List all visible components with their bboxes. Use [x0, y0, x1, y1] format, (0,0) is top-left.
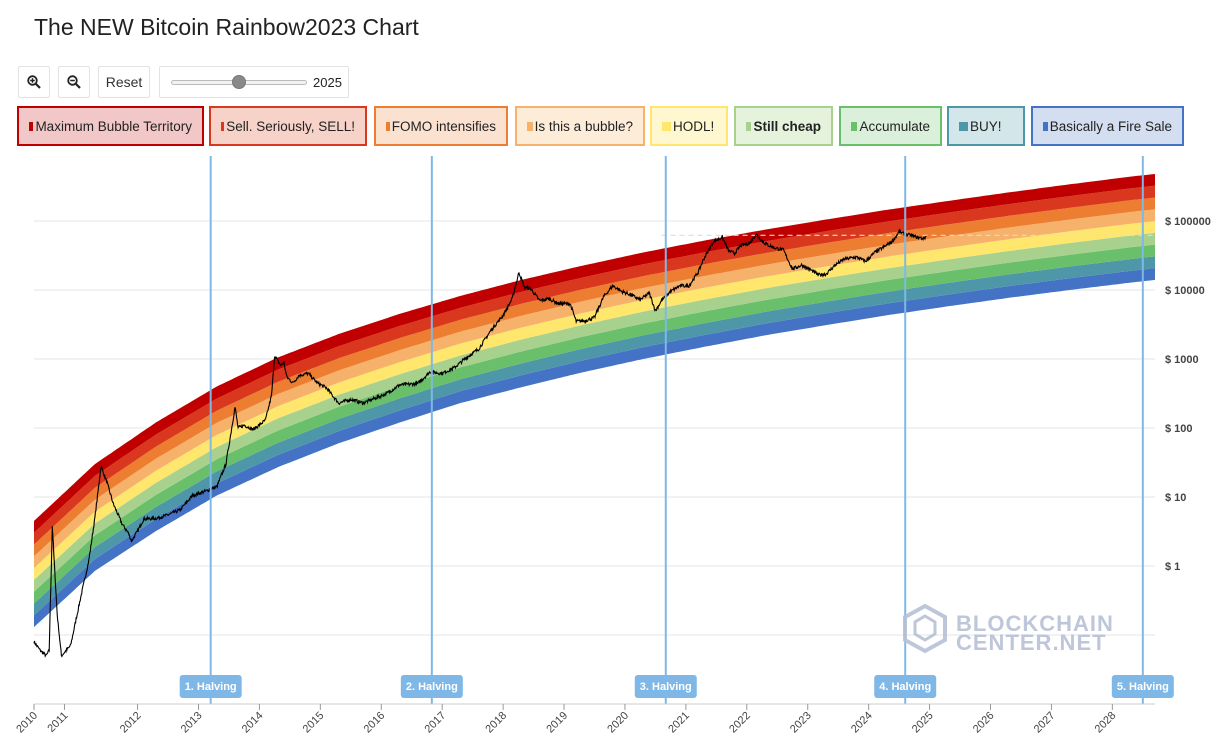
price-line [33, 228, 927, 658]
x-tick-label: 2014 [240, 710, 266, 736]
y-axis: $ 1 $ 10 $ 100 $ 1000 $ 10000 $ 100000 [1165, 216, 1211, 573]
y-tick-label: $ 1 [1165, 561, 1180, 573]
x-tick-label: 2017 [423, 710, 449, 736]
watermark-logo: BLOCKCHAIN CENTER.NET [903, 603, 1114, 655]
year-slider-value: 2025 [313, 75, 342, 90]
halving-label: 2. Halving [406, 681, 458, 693]
legend-swatch [746, 121, 752, 131]
legend-swatch [527, 121, 533, 131]
legend-label: Accumulate [859, 118, 930, 134]
year-slider-control: 2025 [159, 66, 349, 98]
price-series [33, 228, 927, 658]
legend-label: HODL! [673, 118, 715, 134]
zoom-in-button[interactable] [18, 66, 50, 98]
reset-button[interactable]: Reset [98, 66, 150, 98]
x-tick-label: 2023 [788, 710, 814, 736]
y-tick-label: $ 100000 [1165, 216, 1211, 228]
halving-label: 4. Halving [879, 681, 931, 693]
legend-label: FOMO intensifies [391, 118, 496, 134]
halving-label-bg [1111, 675, 1174, 698]
halving-label: 1. Halving [185, 681, 237, 693]
watermark-line2: CENTER.NET [956, 630, 1107, 655]
zoom-in-icon [27, 75, 41, 89]
rainbow-bands [34, 174, 1155, 628]
x-tick-label: 2010 [14, 710, 40, 736]
halving-label: 5. Halving [1117, 681, 1169, 693]
legend-swatch [1043, 121, 1048, 131]
legend-item[interactable]: HODL! [650, 106, 728, 146]
legend-label: Still cheap [753, 118, 821, 134]
legend-item[interactable]: Basically a Fire Sale [1031, 106, 1184, 146]
x-tick-label: 2013 [179, 710, 205, 736]
halving-label-bg [874, 675, 937, 698]
y-tick-label: $ 10000 [1165, 285, 1205, 297]
legend-item[interactable]: Is this a bubble? [515, 106, 645, 146]
x-axis: 2010 2011 2012 2013 2014 2015 2016 2017 2018 2019… [14, 703, 1155, 736]
x-tick-label: 2015 [301, 710, 327, 736]
zoom-out-icon [67, 75, 81, 89]
legend-item[interactable]: Still cheap [734, 106, 833, 146]
x-tick-label: 2018 [483, 710, 509, 736]
y-tick-label: $ 10 [1165, 492, 1186, 504]
halving-label-bg [400, 675, 463, 698]
watermark-line1: BLOCKCHAIN [956, 611, 1114, 636]
legend-label: BUY! [970, 118, 1002, 134]
year-slider-thumb[interactable] [232, 75, 246, 89]
legend-label: Sell. Seriously, SELL! [226, 118, 355, 134]
legend-label: Basically a Fire Sale [1049, 118, 1172, 134]
legend-swatch [959, 121, 968, 131]
legend-item[interactable]: FOMO intensifies [374, 106, 508, 146]
legend-label: Is this a bubble? [534, 118, 633, 134]
page-title: The NEW Bitcoin Rainbow2023 Chart [34, 14, 419, 40]
legend-swatch [386, 121, 390, 131]
x-tick-label: 2020 [605, 710, 631, 736]
x-tick-label: 2026 [971, 710, 997, 736]
halving-label-bg [634, 675, 697, 698]
legend-item[interactable]: BUY! [947, 106, 1025, 146]
x-tick-label: 2011 [45, 710, 70, 735]
legend-swatch [662, 121, 671, 131]
x-tick-label: 2027 [1032, 710, 1058, 736]
rainbow-chart: 1. Halving 2. Halving 3. Halving 4. Halving… [14, 156, 1211, 736]
x-tick-label: 2021 [666, 710, 692, 736]
legend-item[interactable]: Accumulate [839, 106, 942, 146]
halving-label-bg [179, 675, 242, 698]
legend-item[interactable]: Maximum Bubble Territory [17, 106, 204, 146]
legend-swatch [851, 121, 858, 131]
x-tick-label: 2019 [544, 710, 570, 736]
legend-item[interactable]: Sell. Seriously, SELL! [209, 106, 367, 146]
legend-swatch [29, 121, 34, 131]
x-tick-label: 2028 [1093, 710, 1119, 736]
x-tick-label: 2025 [910, 710, 936, 736]
zoom-out-button[interactable] [58, 66, 90, 98]
legend-swatch [221, 121, 225, 131]
halving-lines: 1. Halving 2. Halving 3. Halving 4. Halving… [179, 156, 1174, 704]
y-tick-label: $ 1000 [1165, 354, 1199, 366]
y-tick-label: $ 100 [1165, 423, 1193, 435]
x-tick-label: 2022 [727, 710, 753, 736]
x-tick-label: 2012 [118, 710, 144, 736]
halving-label: 3. Halving [640, 681, 692, 693]
legend-label: Maximum Bubble Territory [35, 118, 192, 134]
x-tick-label: 2016 [362, 710, 388, 736]
x-tick-label: 2024 [849, 710, 875, 736]
